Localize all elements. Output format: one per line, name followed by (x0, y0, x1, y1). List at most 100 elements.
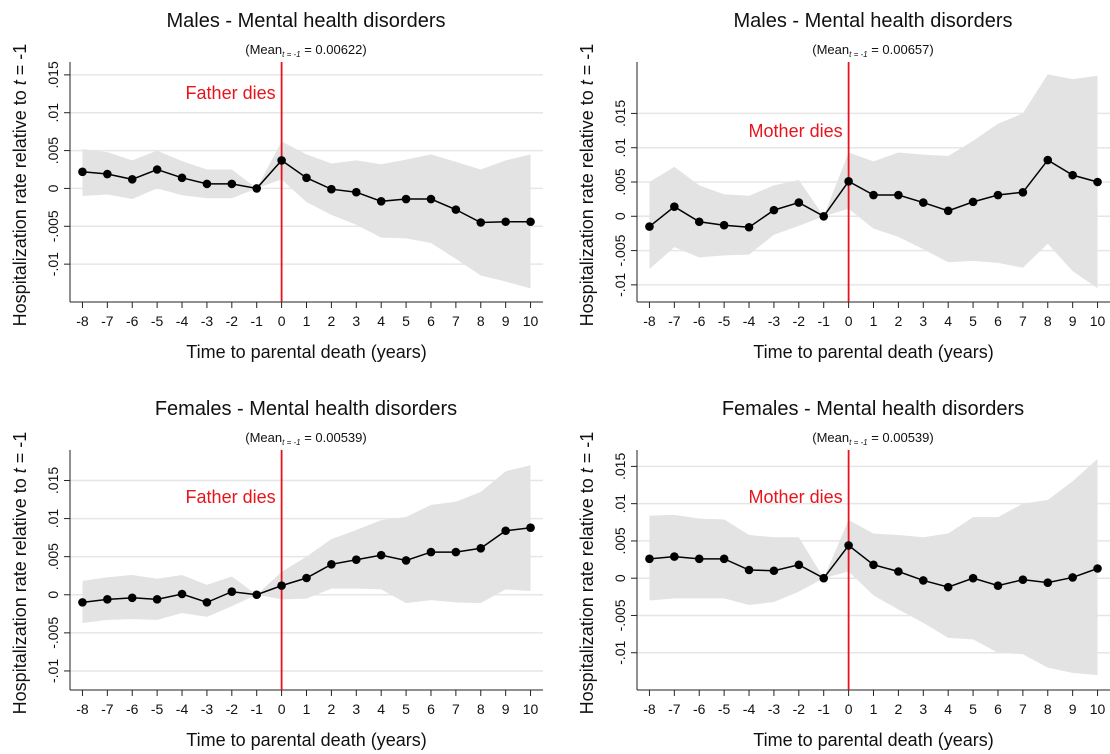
chart-subtitle: (Meant = -1 = 0.00539) (245, 430, 366, 447)
data-point (819, 573, 829, 583)
confidence-band (82, 141, 531, 289)
x-tick-label: 3 (352, 701, 360, 717)
x-tick-label: 2 (327, 313, 335, 329)
x-tick-label: -6 (126, 313, 139, 329)
x-tick-label: 1 (870, 313, 878, 329)
panel: Females - Mental health disorders (Meant … (577, 398, 1110, 750)
x-tick-label: 0 (845, 701, 853, 717)
subtitle-subscript: t = -1 (849, 50, 867, 59)
data-point (1068, 170, 1077, 180)
x-tick-label: 10 (523, 701, 539, 717)
data-point (918, 576, 928, 585)
x-tick-label: 6 (427, 701, 435, 717)
data-point (202, 598, 212, 607)
data-point (302, 173, 311, 183)
subtitle-subscript: t = -1 (849, 438, 867, 447)
y-axis-label-text: = -1 (577, 432, 597, 469)
x-tick-label: -2 (226, 313, 239, 329)
y-tick-label: -.005 (45, 617, 61, 649)
data-point (501, 526, 510, 536)
y-tick-label: -.01 (45, 252, 61, 276)
data-point (694, 554, 704, 564)
y-axis-label-text: Hospitalization rate relative to (577, 85, 597, 326)
x-tick-label: 2 (894, 313, 902, 329)
event-annotation: Mother dies (749, 121, 843, 141)
data-point (670, 552, 679, 561)
x-tick-label: 2 (327, 701, 335, 717)
data-point (302, 573, 311, 583)
x-tick-label: 4 (377, 701, 385, 717)
subtitle-text: = 0.00622) (301, 42, 367, 57)
x-tick-label: -1 (817, 313, 830, 329)
confidence-band (649, 74, 1098, 289)
x-tick-label: 10 (1090, 313, 1106, 329)
y-tick-label: .015 (612, 100, 628, 127)
x-axis-label: Time to parental death (years) (186, 730, 426, 750)
x-tick-label: 9 (502, 313, 510, 329)
data-point (376, 197, 386, 206)
data-point (227, 179, 237, 189)
x-tick-label: -5 (718, 313, 731, 329)
x-tick-label: 4 (377, 313, 385, 329)
data-point (426, 547, 436, 557)
x-tick-label: -5 (151, 313, 164, 329)
data-point (526, 523, 535, 533)
y-axis-label-text: = -1 (10, 432, 30, 469)
y-tick-label: .005 (45, 137, 61, 164)
y-tick-label: -.005 (612, 599, 628, 631)
x-tick-label: 10 (1090, 701, 1106, 717)
subtitle-text: (Mean (245, 42, 282, 57)
data-point (401, 556, 411, 565)
y-tick-label: 0 (612, 574, 628, 582)
x-tick-label: -5 (151, 701, 164, 717)
data-point (401, 194, 411, 204)
data-point (1018, 575, 1028, 584)
y-tick-label: .01 (45, 103, 61, 123)
x-tick-label: 5 (969, 313, 977, 329)
y-tick-label: .015 (45, 467, 61, 494)
y-axis-label-text: Hospitalization rate relative to (577, 473, 597, 714)
x-tick-label: -6 (693, 701, 706, 717)
data-point (844, 541, 853, 550)
x-tick-label: 4 (944, 701, 952, 717)
data-point (645, 222, 654, 231)
y-tick-label: .01 (612, 494, 628, 514)
data-point (252, 590, 262, 600)
data-point (376, 550, 386, 560)
data-point (943, 582, 953, 592)
x-tick-label: 6 (994, 701, 1002, 717)
y-tick-label: .005 (612, 527, 628, 554)
y-axis-label-text: = -1 (577, 44, 597, 81)
data-point (177, 173, 187, 183)
data-point (993, 581, 1003, 590)
x-tick-label: -3 (201, 313, 214, 329)
data-point (1068, 573, 1077, 582)
chart-title: Females - Mental health disorders (722, 398, 1024, 420)
event-annotation: Mother dies (749, 487, 843, 507)
x-tick-label: -8 (643, 313, 656, 329)
x-tick-label: 1 (303, 701, 311, 717)
y-tick-label: .005 (45, 543, 61, 570)
x-tick-label: -8 (76, 701, 89, 717)
data-point (869, 560, 878, 570)
data-point (202, 179, 212, 189)
x-tick-label: 6 (427, 313, 435, 329)
y-axis-label: Hospitalization rate relative to t = -1 (10, 432, 30, 715)
data-point (1043, 578, 1053, 587)
x-axis-label: Time to parental death (years) (753, 730, 993, 750)
y-axis-label: Hospitalization rate relative to t = -1 (10, 44, 30, 327)
y-tick-label: -.01 (612, 640, 628, 664)
x-tick-label: -1 (817, 701, 830, 717)
x-tick-label: 8 (477, 701, 485, 717)
data-point (719, 554, 729, 564)
data-point (526, 217, 535, 227)
y-axis-label-italic: t (10, 79, 30, 85)
data-point (127, 593, 137, 603)
data-point (327, 184, 336, 194)
y-tick-label: 0 (45, 591, 61, 599)
x-tick-label: -2 (793, 313, 806, 329)
x-tick-label: 8 (1044, 701, 1052, 717)
data-point (645, 554, 654, 564)
data-point (426, 194, 436, 204)
data-point (78, 598, 87, 607)
